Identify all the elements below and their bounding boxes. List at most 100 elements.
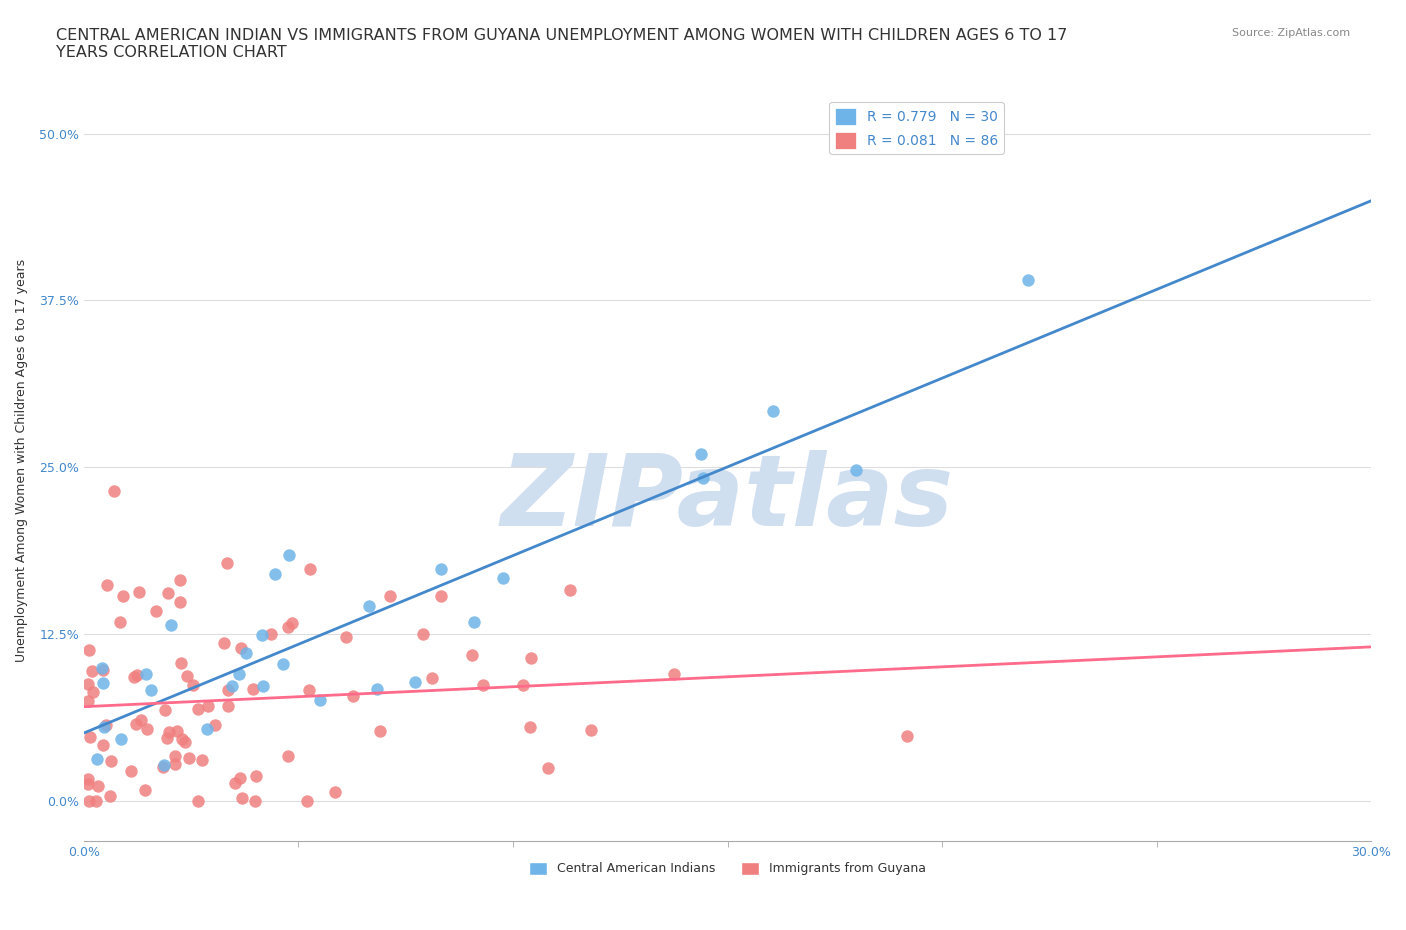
Point: [204, 717, 226, 732]
Point: [163, 756, 186, 771]
Point: [191, 752, 214, 767]
Point: [215, 556, 238, 571]
Point: [271, 657, 294, 671]
Point: [134, 782, 156, 797]
Point: [86, 778, 108, 793]
Point: [412, 626, 434, 641]
Point: [342, 689, 364, 704]
Point: [298, 683, 321, 698]
Point: [91, 737, 114, 752]
Point: [429, 589, 451, 604]
Legend: Central American Indians, Immigrants from Guyana: Central American Indians, Immigrants fro…: [523, 857, 931, 881]
Point: [298, 562, 321, 577]
Point: [492, 570, 515, 585]
Point: [252, 679, 274, 694]
Point: [128, 584, 150, 599]
Point: [581, 723, 603, 737]
Text: ZIPatlas: ZIPatlas: [501, 450, 955, 547]
Point: [662, 666, 685, 681]
Point: [692, 470, 714, 485]
Point: [187, 793, 209, 808]
Point: [125, 668, 148, 683]
Point: [79, 729, 101, 744]
Point: [91, 663, 114, 678]
Point: [519, 719, 541, 734]
Point: [430, 562, 453, 577]
Point: [181, 677, 204, 692]
Point: [357, 599, 380, 614]
Point: [122, 670, 145, 684]
Point: [93, 720, 115, 735]
Point: [77, 643, 100, 658]
Point: [335, 630, 357, 644]
Point: [404, 674, 426, 689]
Point: [111, 589, 134, 604]
Point: [235, 646, 257, 661]
Point: [84, 793, 107, 808]
Point: [103, 484, 125, 498]
Point: [309, 692, 332, 707]
Point: [152, 760, 174, 775]
Point: [170, 656, 193, 671]
Point: [108, 615, 131, 630]
Point: [368, 724, 391, 738]
Point: [224, 776, 246, 790]
Point: [277, 619, 299, 634]
Point: [263, 567, 285, 582]
Point: [91, 675, 114, 690]
Point: [229, 641, 252, 656]
Point: [197, 721, 219, 736]
Point: [156, 730, 179, 745]
Point: [252, 628, 274, 643]
Point: [762, 404, 785, 418]
Point: [277, 749, 299, 764]
Point: [135, 666, 157, 681]
Point: [77, 772, 100, 787]
Point: [217, 698, 239, 713]
Point: [135, 722, 157, 737]
Point: [82, 684, 104, 699]
Point: [96, 718, 118, 733]
Point: [187, 702, 209, 717]
Point: [96, 578, 118, 592]
Point: [463, 615, 485, 630]
Point: [558, 582, 581, 597]
Point: [229, 771, 252, 786]
Point: [1017, 273, 1039, 288]
Point: [690, 446, 713, 461]
Point: [80, 663, 103, 678]
Point: [77, 677, 100, 692]
Point: [98, 789, 121, 804]
Point: [166, 724, 188, 738]
Point: [141, 682, 163, 697]
Point: [537, 761, 560, 776]
Text: Source: ZipAtlas.com: Source: ZipAtlas.com: [1232, 28, 1350, 38]
Point: [77, 777, 100, 791]
Point: [124, 717, 146, 732]
Point: [100, 753, 122, 768]
Point: [86, 751, 108, 766]
Point: [245, 769, 267, 784]
Y-axis label: Unemployment Among Women with Children Ages 6 to 17 years: Unemployment Among Women with Children A…: [15, 259, 28, 662]
Point: [520, 651, 543, 666]
Point: [153, 758, 176, 773]
Point: [281, 616, 304, 631]
Point: [366, 682, 388, 697]
Point: [172, 732, 194, 747]
Point: [231, 790, 253, 805]
Point: [217, 683, 239, 698]
Point: [896, 728, 918, 743]
Point: [242, 682, 264, 697]
Point: [160, 618, 183, 632]
Point: [77, 694, 100, 709]
Point: [460, 647, 482, 662]
Point: [169, 594, 191, 609]
Point: [471, 678, 494, 693]
Point: [129, 712, 152, 727]
Point: [243, 793, 266, 808]
Point: [845, 462, 868, 477]
Point: [177, 751, 200, 765]
Point: [323, 785, 346, 800]
Point: [176, 669, 198, 684]
Point: [221, 678, 243, 693]
